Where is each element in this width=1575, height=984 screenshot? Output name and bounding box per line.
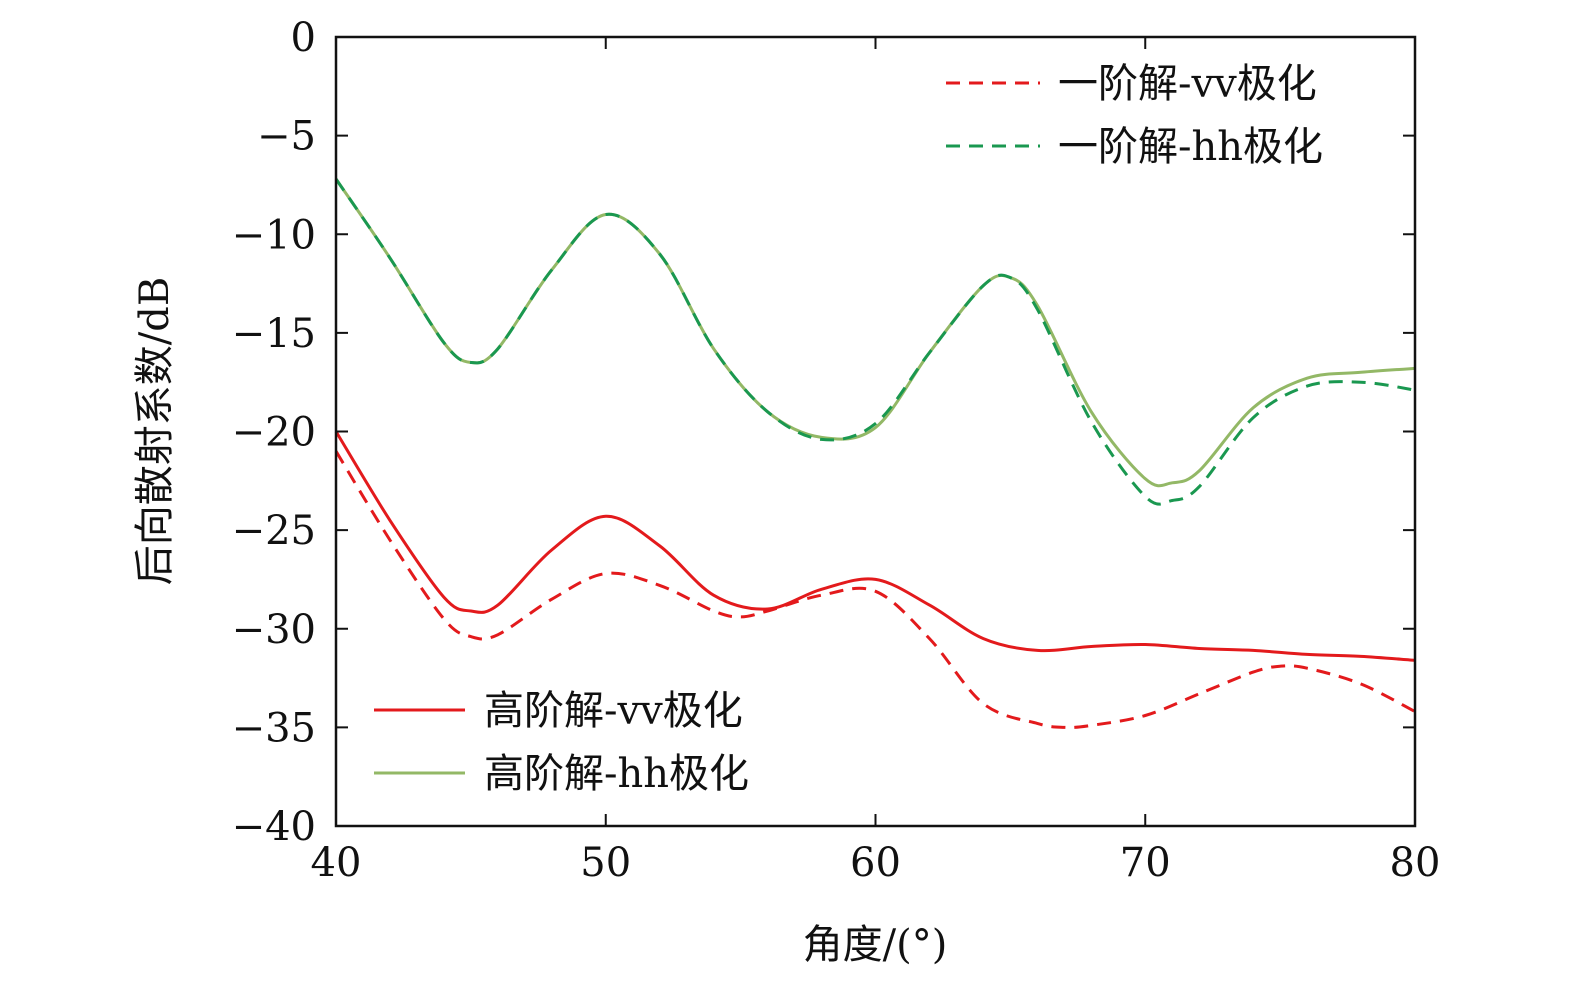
- series-line-4: [334, 178, 1416, 488]
- x-axis-label: 角度/(°): [803, 922, 948, 968]
- y-tick-label: −25: [232, 508, 316, 554]
- y-tick-label: −10: [232, 212, 316, 258]
- legend-label: 一阶解-vv极化: [1058, 61, 1317, 107]
- x-tick-label: 80: [1390, 840, 1441, 886]
- legend-label: 高阶解-hh极化: [484, 751, 749, 797]
- legend-label: 一阶解-hh极化: [1058, 124, 1323, 170]
- series-layer: [334, 178, 1416, 729]
- y-tick-label: −40: [232, 804, 316, 850]
- y-tick-label: −15: [232, 311, 316, 357]
- series-line-1: [334, 450, 1416, 729]
- series-line-3: [334, 430, 1416, 662]
- legend-label: 高阶解-vv极化: [484, 688, 743, 734]
- x-tick-label: 60: [850, 840, 901, 886]
- y-axis-label: 后向散射系数/dB: [132, 277, 178, 585]
- series-line-2: [334, 178, 1416, 506]
- x-tick-label: 70: [1120, 840, 1171, 886]
- x-tick-label: 40: [311, 840, 362, 886]
- y-tick-label: −35: [232, 705, 316, 751]
- y-tick-label: −30: [232, 607, 316, 653]
- y-tick-label: 0: [291, 15, 316, 61]
- tick-layer: 40 50 60 70 80 0 −5 −10 −15 −20 −25 −30 −35 −40: [232, 15, 1441, 886]
- y-tick-label: −5: [257, 114, 316, 160]
- x-tick-label: 50: [580, 840, 631, 886]
- y-tick-label: −20: [232, 410, 316, 456]
